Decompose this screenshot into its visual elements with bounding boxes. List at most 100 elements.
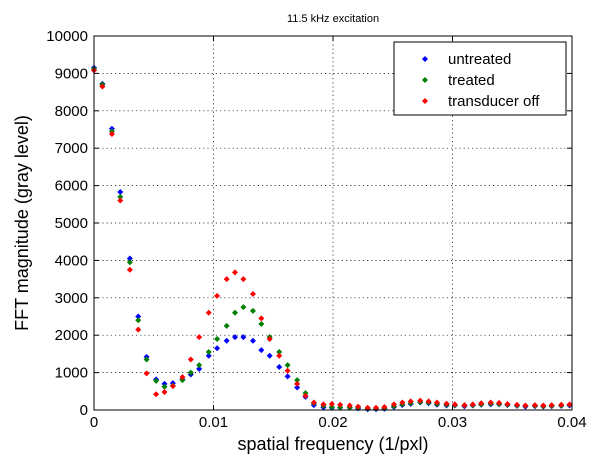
- data-point-transducer-off: [249, 291, 256, 298]
- legend-label-transducer-off: transducer off: [448, 93, 540, 110]
- data-point-transducer-off: [232, 269, 239, 276]
- x-tick-label: 0.03: [438, 414, 467, 431]
- data-point-transducer-off: [461, 402, 468, 409]
- data-point-transducer-off: [328, 401, 335, 408]
- data-point-untreated: [196, 365, 203, 372]
- data-point-treated: [284, 362, 291, 369]
- legend-label-untreated: untreated: [448, 51, 511, 68]
- x-tick-label: 0.02: [318, 414, 347, 431]
- data-point-transducer-off: [540, 402, 547, 409]
- data-point-transducer-off: [381, 404, 388, 411]
- y-axis-label: FFT magnitude (gray level): [12, 115, 32, 331]
- data-point-treated: [196, 362, 203, 369]
- data-point-transducer-off: [284, 367, 291, 374]
- y-tick-label: 6000: [55, 178, 88, 195]
- y-tick-label: 4000: [55, 252, 88, 269]
- data-point-treated: [153, 377, 160, 384]
- data-point-untreated: [240, 334, 247, 341]
- data-point-treated: [276, 349, 283, 356]
- data-point-transducer-off: [169, 383, 176, 390]
- data-point-transducer-off: [99, 83, 106, 90]
- data-point-transducer-off: [496, 399, 503, 406]
- data-point-untreated: [232, 334, 239, 341]
- legend-markers: [422, 56, 428, 104]
- data-point-untreated: [258, 347, 265, 354]
- data-point-untreated: [117, 188, 124, 195]
- data-point-transducer-off: [294, 380, 301, 387]
- data-point-untreated: [276, 363, 283, 370]
- data-point-transducer-off: [205, 309, 212, 316]
- data-point-transducer-off: [135, 326, 142, 333]
- data-point-transducer-off: [240, 276, 247, 283]
- legend-marker-transducer-off: [422, 98, 428, 104]
- data-point-transducer-off: [417, 397, 424, 404]
- x-axis-label: spatial frequency (1/pxl): [237, 434, 428, 454]
- data-point-transducer-off: [337, 401, 344, 408]
- data-point-transducer-off: [179, 374, 186, 381]
- data-point-transducer-off: [399, 399, 406, 406]
- data-point-transducer-off: [390, 401, 397, 408]
- data-point-untreated: [135, 313, 142, 320]
- legend-box: [393, 41, 567, 116]
- x-tick-label: 0: [90, 414, 98, 431]
- data-point-treated: [117, 193, 124, 200]
- data-point-untreated: [223, 337, 230, 344]
- data-point-untreated: [294, 384, 301, 391]
- data-point-transducer-off: [108, 130, 115, 137]
- y-tick-label: 2000: [55, 327, 88, 344]
- data-point-transducer-off: [320, 401, 327, 408]
- y-tick-label: 3000: [55, 290, 88, 307]
- legend-marker-untreated: [422, 56, 428, 62]
- data-point-transducer-off: [514, 401, 521, 408]
- data-point-transducer-off: [433, 399, 440, 406]
- x-tick-label: 0.04: [557, 414, 586, 431]
- data-point-transducer-off: [117, 197, 124, 204]
- y-tick-label: 0: [80, 402, 88, 419]
- data-point-treated: [135, 317, 142, 324]
- data-point-transducer-off: [223, 276, 230, 283]
- data-point-transducer-off: [143, 370, 150, 377]
- data-point-untreated: [266, 352, 273, 359]
- x-tick-label: 0.01: [199, 414, 228, 431]
- data-point-treated: [187, 369, 194, 376]
- legend-marker-treated: [422, 77, 428, 83]
- data-point-untreated: [214, 345, 221, 352]
- data-point-transducer-off: [451, 401, 458, 408]
- axis-ticks: 0 0.01 0.02 0.03 0.04 0 1000 2000 3000 4000 5000 60…: [46, 28, 586, 431]
- data-point-transducer-off: [187, 356, 194, 363]
- data-point-transducer-off: [355, 403, 362, 410]
- legend: untreated treated transducer off: [393, 41, 567, 116]
- y-tick-label: 9000: [55, 65, 88, 82]
- data-point-untreated: [249, 337, 256, 344]
- data-point-transducer-off: [364, 404, 371, 411]
- data-point-transducer-off: [266, 335, 273, 342]
- data-point-transducer-off: [214, 292, 221, 299]
- data-point-transducer-off: [310, 399, 317, 406]
- data-point-transducer-off: [548, 402, 555, 409]
- data-point-transducer-off: [425, 398, 432, 405]
- data-point-transducer-off: [161, 389, 168, 396]
- data-point-transducer-off: [443, 400, 450, 407]
- grid-lines: [94, 36, 572, 410]
- data-point-transducer-off: [504, 401, 511, 408]
- data-point-transducer-off: [153, 391, 160, 398]
- data-point-treated: [249, 307, 256, 314]
- data-point-treated: [214, 335, 221, 342]
- data-point-transducer-off: [531, 402, 538, 409]
- data-point-treated: [240, 304, 247, 311]
- data-point-transducer-off: [566, 401, 573, 408]
- data-point-treated: [223, 322, 230, 329]
- series-transducer-off: [91, 67, 573, 411]
- data-point-transducer-off: [196, 334, 203, 341]
- data-point-untreated: [284, 373, 291, 380]
- y-tick-label: 7000: [55, 140, 88, 157]
- y-tick-label: 8000: [55, 103, 88, 120]
- data-point-transducer-off: [126, 266, 133, 273]
- chart-title: 11.5 kHz excitation: [287, 13, 379, 25]
- data-point-untreated: [126, 255, 133, 262]
- data-point-transducer-off: [522, 402, 529, 409]
- data-point-transducer-off: [373, 404, 380, 411]
- data-point-transducer-off: [258, 315, 265, 322]
- data-point-transducer-off: [407, 398, 414, 405]
- y-tick-label: 1000: [55, 365, 88, 382]
